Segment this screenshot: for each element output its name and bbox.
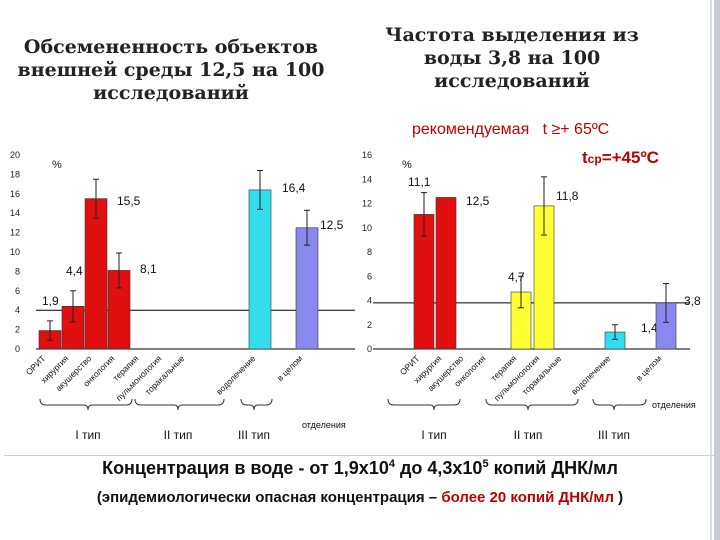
right-ytick-8: 16 <box>362 150 372 160</box>
left-bar-7 <box>248 189 272 350</box>
right-group-brace-1 <box>485 398 579 411</box>
right-value-label-8: 3,8 <box>684 294 701 308</box>
epi-threshold: более 20 копий ДНК/мл <box>441 489 615 506</box>
left-ytick-8: 16 <box>10 189 20 199</box>
separator-line <box>4 455 716 456</box>
right-ytick-7: 14 <box>362 174 372 184</box>
left-unit-label: % <box>52 159 62 171</box>
conc-exp1: 4 <box>388 458 395 470</box>
recommended-label: рекомендуемая <box>412 121 530 138</box>
left-group-label-1: II тип <box>164 428 193 442</box>
left-category-label-7: водолечение <box>214 353 257 396</box>
left-section-label: отделения <box>302 420 346 430</box>
right-unit-label: % <box>402 159 412 171</box>
left-value-label-8: 12,5 <box>320 218 344 232</box>
left-ytick-0: 0 <box>15 344 20 354</box>
left-ytick-6: 12 <box>10 228 20 238</box>
right-group-brace-0 <box>387 398 461 411</box>
concentration-text: Концентрация в воде - от 1,9х104 до 4,3х… <box>8 458 712 479</box>
right-ytick-3: 6 <box>367 271 372 281</box>
right-ytick-0: 0 <box>367 344 372 354</box>
slide-edge-bar <box>714 0 720 540</box>
left-category-label-8: в целом <box>275 353 305 383</box>
right-category-label-7: водолечение <box>569 353 612 396</box>
recommended-value: t ≥+ 65ºC <box>542 121 610 138</box>
left-value-label-1: 4,4 <box>66 264 83 278</box>
right-chart-title: Частота выделения из воды 3,8 на 100 исс… <box>385 24 639 92</box>
left-ytick-1: 2 <box>15 325 20 335</box>
epidemiology-text: (эпидемиологически опасная концентрация … <box>4 489 716 506</box>
right-ytick-5: 10 <box>362 223 372 233</box>
epi-open: (эпидемиологически опасная концентрация … <box>96 489 442 506</box>
recommended-temperature: рекомендуемая t ≥+ 65ºC <box>412 121 609 139</box>
left-value-label-2: 15,5 <box>117 194 141 208</box>
right-ytick-2: 4 <box>367 296 372 306</box>
conc-prefix: Концентрация в воде - от 1,9х10 <box>102 458 389 478</box>
charts-canvas: 02468101214161820%1,9ОРИТ4,4хирургия15,5… <box>10 150 701 442</box>
left-ytick-7: 14 <box>10 208 20 218</box>
left-ytick-9: 18 <box>10 169 20 179</box>
epi-close: ) <box>614 489 624 506</box>
right-ytick-6: 12 <box>362 199 372 209</box>
right-group-label-2: III тип <box>598 428 630 442</box>
left-group-label-2: III тип <box>238 428 270 442</box>
right-group-label-0: I тип <box>421 428 446 442</box>
left-group-brace-0 <box>39 398 133 411</box>
right-value-label-0: 11,1 <box>408 175 431 189</box>
left-ytick-5: 10 <box>10 247 20 257</box>
tcp-t: t <box>582 148 588 167</box>
left-group-brace-2 <box>240 398 273 411</box>
right-section-label: отделения <box>652 400 696 410</box>
left-group-brace-1 <box>134 398 225 411</box>
right-value-label-1: 12,5 <box>466 194 490 208</box>
left-value-label-0: 1,9 <box>42 294 59 308</box>
right-group-brace-2 <box>592 398 647 411</box>
tcp-value: =+45ºC <box>601 148 659 167</box>
right-value-label-5: 11,8 <box>556 189 579 203</box>
right-bar-1 <box>435 197 457 350</box>
conc-suffix: копий ДНК/мл <box>488 458 618 478</box>
left-chart-title: Обсемененность объектов внешней среды 12… <box>17 36 325 104</box>
average-temperature: tср=+45ºC <box>582 148 659 168</box>
right-value-label-7: 1,4 <box>641 321 658 335</box>
conc-middle: до 4,3х10 <box>394 458 483 478</box>
right-category-label-8: в целом <box>634 353 664 383</box>
left-ytick-4: 8 <box>15 266 20 276</box>
left-group-label-0: I тип <box>75 428 100 442</box>
left-bar-2 <box>84 198 108 350</box>
left-ytick-10: 20 <box>10 150 20 160</box>
left-value-label-3: 8,1 <box>140 262 157 276</box>
conc-exp2: 5 <box>482 458 489 470</box>
left-bar-8 <box>295 227 319 350</box>
tcp-subscript: ср <box>587 152 602 166</box>
left-value-label-7: 16,4 <box>282 181 306 195</box>
right-group-label-1: II тип <box>514 428 543 442</box>
left-ytick-2: 4 <box>15 305 20 315</box>
right-ytick-1: 2 <box>367 320 372 330</box>
slide-edge-line <box>710 0 712 540</box>
left-ytick-3: 6 <box>15 286 20 296</box>
right-value-label-4: 4,7 <box>508 270 525 284</box>
right-ytick-4: 8 <box>367 247 372 257</box>
